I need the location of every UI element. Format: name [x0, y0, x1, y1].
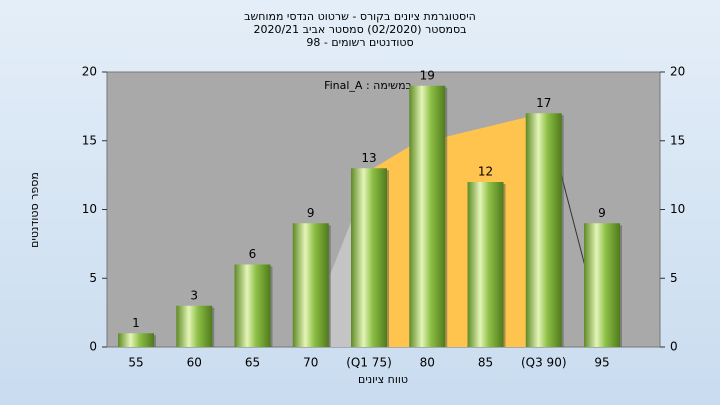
y-tick-label: 15 [82, 133, 97, 147]
bar [584, 223, 620, 347]
bar [525, 113, 562, 347]
y2-tick-label: 15 [670, 133, 685, 147]
annotation: Final_A : במשימה [324, 79, 412, 92]
chart-subtitle: סטודנטים רשומים - 98 [306, 36, 413, 49]
value-label: 1 [132, 316, 140, 330]
value-label: 17 [536, 96, 551, 110]
x-tick-label: 85 [478, 356, 493, 370]
y-axis-label: מספר סטודנטים [28, 172, 41, 248]
x-tick-label: 55 [128, 356, 143, 370]
x-tick-label: 65 [245, 356, 260, 370]
value-label: 12 [478, 165, 493, 179]
y-tick-label: 5 [89, 271, 97, 285]
chart-subtitle: בסמסטר (02/2020) סמסטר אביב 2020/21 [253, 23, 466, 36]
x-tick-label: (Q3 90) [521, 356, 567, 370]
y2-tick-label: 10 [670, 202, 685, 216]
x-tick-label: 95 [594, 356, 609, 370]
y2-tick-label: 0 [670, 340, 678, 354]
value-label: 19 [420, 68, 435, 82]
y-tick-label: 10 [82, 202, 97, 216]
x-tick-label: 80 [420, 356, 435, 370]
bar [409, 85, 446, 347]
value-label: 3 [190, 288, 198, 302]
bar [234, 264, 271, 347]
y2-tick-label: 5 [670, 271, 678, 285]
chart-title: היסטוגרמת ציונים בקורס - שרטוט הנדסי ממו… [244, 10, 476, 23]
bar [176, 305, 213, 347]
y2-tick-label: 20 [670, 65, 685, 79]
x-tick-label: 70 [303, 356, 318, 370]
value-label: 13 [361, 151, 376, 165]
x-tick-label: (Q1 75) [346, 356, 392, 370]
bar [118, 333, 154, 347]
bar [292, 223, 329, 347]
y-tick-label: 0 [89, 340, 97, 354]
value-label: 9 [307, 206, 315, 220]
x-tick-label: 60 [187, 356, 202, 370]
tail-line [559, 169, 587, 271]
y-tick-label: 20 [82, 65, 97, 79]
bar [467, 182, 504, 347]
x-axis-label: טווח ציונים [358, 373, 408, 386]
value-label: 6 [249, 247, 257, 261]
bar [351, 168, 387, 347]
value-label: 9 [598, 206, 606, 220]
